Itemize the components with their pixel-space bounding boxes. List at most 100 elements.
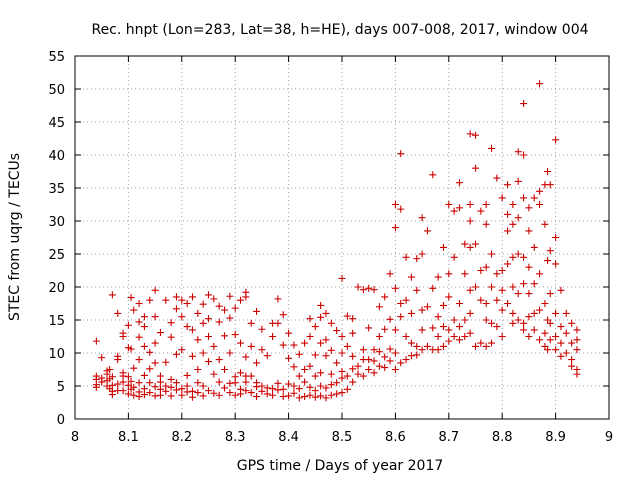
data-point bbox=[295, 394, 303, 402]
data-point bbox=[146, 348, 154, 356]
data-point bbox=[146, 379, 154, 387]
data-point bbox=[552, 309, 560, 317]
data-point bbox=[365, 366, 373, 373]
data-point bbox=[127, 377, 135, 385]
data-point bbox=[514, 148, 522, 156]
data-point bbox=[98, 354, 106, 362]
data-point bbox=[434, 346, 442, 354]
data-point bbox=[338, 333, 346, 340]
y-tick-label: 40 bbox=[48, 149, 65, 164]
data-point bbox=[92, 337, 100, 345]
data-point bbox=[338, 349, 346, 357]
data-point bbox=[402, 333, 410, 340]
data-point bbox=[504, 300, 512, 307]
data-point bbox=[461, 316, 469, 324]
data-point bbox=[231, 391, 239, 399]
data-point bbox=[573, 370, 581, 378]
data-point bbox=[450, 333, 458, 340]
data-point bbox=[327, 319, 335, 327]
data-point bbox=[509, 220, 517, 228]
data-point bbox=[477, 339, 485, 347]
data-point bbox=[544, 168, 552, 175]
axis-ticks: 8 8.1 8.2 8.3 8.4 8.5 8.6 8.7 8.8 8.9 9 0 5 10 15 20 25 3… bbox=[48, 50, 613, 445]
data-point bbox=[167, 319, 175, 327]
data-point bbox=[402, 253, 410, 261]
data-point bbox=[482, 201, 490, 208]
data-point bbox=[498, 333, 506, 340]
data-point bbox=[333, 327, 341, 335]
x-tick-label: 8.9 bbox=[545, 430, 566, 445]
data-point bbox=[258, 346, 266, 354]
data-point bbox=[194, 309, 202, 317]
data-point bbox=[477, 207, 485, 215]
data-point bbox=[215, 391, 223, 399]
data-point bbox=[365, 324, 373, 332]
data-point bbox=[530, 243, 538, 251]
data-point bbox=[338, 367, 346, 375]
x-tick-label: 8.8 bbox=[492, 430, 513, 445]
x-tick-label: 9 bbox=[605, 430, 613, 445]
x-tick-label: 8.1 bbox=[118, 430, 139, 445]
data-point bbox=[199, 392, 207, 400]
data-point bbox=[386, 270, 394, 278]
data-point bbox=[381, 364, 389, 372]
data-point bbox=[338, 374, 346, 382]
data-point bbox=[418, 214, 426, 222]
data-point bbox=[183, 388, 191, 396]
data-point bbox=[311, 372, 319, 380]
data-point bbox=[221, 384, 229, 392]
data-point bbox=[151, 359, 159, 367]
data-point bbox=[167, 392, 175, 400]
data-point bbox=[301, 378, 309, 386]
y-tick-label: 30 bbox=[48, 215, 65, 230]
data-point bbox=[162, 387, 170, 395]
data-point bbox=[391, 326, 399, 334]
data-point bbox=[253, 307, 261, 315]
data-point bbox=[231, 304, 239, 312]
data-point bbox=[167, 375, 175, 383]
data-point bbox=[514, 250, 522, 258]
data-point bbox=[568, 339, 576, 347]
data-point bbox=[108, 391, 116, 399]
y-tick-label: 25 bbox=[48, 248, 65, 263]
data-point bbox=[146, 296, 154, 304]
data-point bbox=[188, 293, 196, 301]
data-point bbox=[482, 316, 490, 324]
data-point bbox=[562, 309, 570, 317]
data-point bbox=[311, 393, 319, 401]
data-point bbox=[445, 270, 453, 278]
data-point bbox=[381, 293, 389, 301]
data-point bbox=[536, 187, 544, 195]
data-point bbox=[140, 391, 148, 399]
data-point bbox=[472, 240, 479, 248]
data-point bbox=[237, 369, 245, 377]
data-point bbox=[119, 333, 127, 340]
data-point bbox=[311, 323, 319, 331]
data-point bbox=[172, 305, 180, 313]
data-point bbox=[151, 313, 159, 321]
data-point bbox=[530, 326, 538, 334]
data-point bbox=[525, 290, 533, 298]
data-point bbox=[322, 309, 330, 317]
data-point bbox=[146, 365, 154, 373]
data-point bbox=[242, 387, 250, 395]
data-point bbox=[199, 349, 207, 357]
data-points bbox=[92, 80, 581, 402]
data-point bbox=[135, 379, 143, 387]
y-tick-label: 50 bbox=[48, 83, 65, 98]
data-point bbox=[140, 342, 148, 350]
data-point bbox=[397, 150, 405, 158]
data-point bbox=[509, 319, 517, 327]
x-tick-label: 8.7 bbox=[438, 430, 459, 445]
data-point bbox=[546, 336, 554, 344]
data-point bbox=[557, 323, 565, 331]
data-point bbox=[172, 386, 180, 394]
data-point bbox=[279, 393, 287, 401]
data-point bbox=[472, 164, 479, 172]
data-point bbox=[199, 300, 207, 308]
data-point bbox=[552, 234, 560, 241]
data-point bbox=[445, 326, 453, 334]
data-point bbox=[450, 253, 458, 261]
chart-title: Rec. hnpt (Lon=283, Lat=38, h=HE), days … bbox=[91, 22, 588, 38]
data-point bbox=[317, 313, 325, 321]
